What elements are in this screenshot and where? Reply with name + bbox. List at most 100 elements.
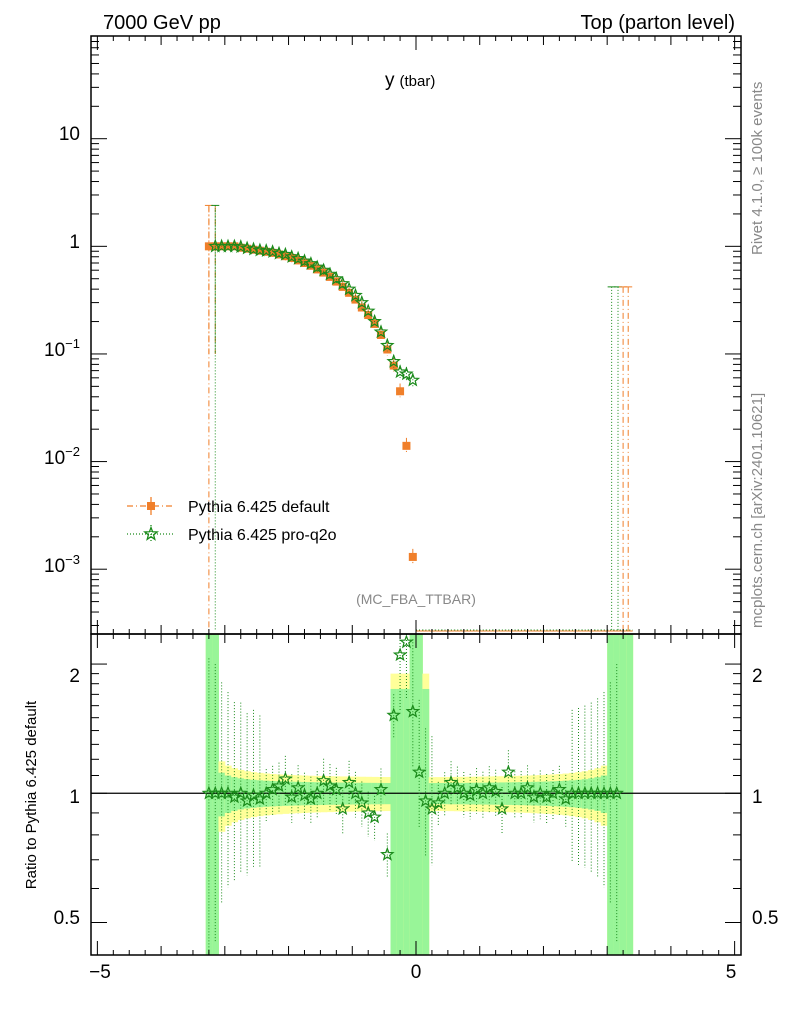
ratio-marker	[379, 846, 395, 861]
proq2o-marker	[341, 281, 357, 296]
analysis-label: (MC_FBA_TTBAR)	[356, 591, 476, 607]
proq2o-marker	[373, 324, 389, 339]
proq2o-marker	[290, 250, 306, 265]
ratio-band-stat-bin	[416, 634, 423, 955]
proq2o-marker	[386, 353, 402, 368]
ratio-marker	[418, 793, 433, 808]
ratio-marker	[233, 785, 249, 800]
ratio-ylabel: Ratio to Pythia 6.425 default	[23, 700, 40, 889]
ratio-marker	[271, 778, 287, 793]
legend-default-label: Pythia 6.425 default	[188, 499, 330, 516]
ratio-marker	[290, 780, 306, 794]
ratio-marker	[258, 785, 274, 800]
ratio-marker	[552, 781, 567, 796]
ratio-band-stat-bin	[613, 634, 621, 955]
ratio-marker	[354, 795, 370, 810]
ratio-marker	[488, 783, 504, 798]
proq2o-marker	[265, 244, 280, 258]
ratio-ytick-label-right-0.5: 0.5	[752, 908, 778, 929]
proq2o-marker	[354, 294, 370, 309]
ratio-marker	[533, 785, 548, 800]
ratio-marker	[278, 771, 293, 786]
proq2o-marker	[303, 255, 319, 270]
ratio-marker	[520, 780, 535, 794]
ratio-ytick-label-right-1: 1	[752, 787, 763, 808]
main-ytick-label-0.1: 10−1	[44, 336, 80, 361]
plot-title-sub: (tbar)	[400, 73, 436, 90]
proq2o-marker	[392, 364, 408, 379]
rivet-label: Rivet 4.1.0, ≥ 100k events	[749, 82, 766, 255]
ratio-marker	[341, 774, 357, 789]
ratio-band-stat-bin	[409, 634, 417, 955]
default-marker	[396, 387, 405, 396]
ratio-marker	[437, 785, 452, 800]
ratio-marker	[316, 773, 331, 787]
proq2o-marker	[360, 303, 376, 318]
ratio-marker	[450, 780, 465, 794]
ratio-ytick-label-2: 2	[69, 666, 80, 687]
proq2o-marker	[379, 337, 395, 352]
proq2o-marker	[284, 249, 300, 263]
ratio-marker	[335, 801, 351, 816]
default-marker	[249, 245, 258, 254]
legend-default-marker	[147, 502, 155, 510]
ratio-marker	[443, 774, 459, 789]
main-ytick-label-1: 1	[69, 232, 80, 253]
default-marker	[357, 303, 366, 312]
ratio-marker	[456, 785, 472, 800]
default-marker	[351, 295, 360, 304]
default-marker	[364, 311, 373, 320]
legend-entry-default: Pythia 6.425 default	[127, 497, 330, 516]
proq2o-marker	[367, 313, 382, 328]
axes-layer	[90, 35, 742, 956]
main-ytick-label-0.01: 10−2	[44, 444, 80, 469]
legend-proq2o-marker	[143, 525, 159, 541]
plot-title: y (tbar)	[385, 70, 435, 91]
legend-proq2o-label: Pythia 6.425 pro-q2o	[188, 527, 337, 544]
default-marker	[268, 248, 277, 257]
ratio-marker	[469, 781, 484, 796]
ratio-marker	[220, 785, 236, 800]
ratio-marker	[284, 789, 300, 804]
ratio-marker	[392, 647, 408, 662]
proq2o-marker	[239, 240, 255, 255]
proq2o-marker	[316, 262, 331, 277]
xtick-label-neg5: −5	[89, 962, 111, 983]
ratio-ytick-label-right-2: 2	[752, 666, 763, 687]
main-ytick-label-10: 10	[59, 124, 80, 145]
ratio-band-stat-bin	[237, 778, 245, 810]
ratio-marker	[399, 634, 414, 649]
default-marker	[236, 243, 245, 252]
ratio-band-stat-bin	[205, 634, 213, 955]
process-label: Top (parton level)	[580, 12, 735, 34]
ratio-band-stat-bin	[626, 634, 634, 955]
proq2o-marker	[399, 366, 414, 381]
ratio-marker	[494, 801, 510, 816]
default-marker	[389, 361, 398, 370]
legend: Pythia 6.425 default Pythia 6.425 pro-q2…	[127, 497, 337, 544]
proq2o-marker	[233, 239, 249, 254]
ratio-marker	[367, 809, 382, 824]
ratio-marker	[309, 785, 325, 800]
ratio-marker	[481, 780, 497, 794]
plot-title-main: y	[385, 70, 395, 91]
ratio-band-stat-bin	[607, 634, 615, 955]
proq2o-marker	[271, 245, 287, 260]
proq2o-marker	[258, 242, 274, 257]
ratio-marker	[411, 764, 427, 779]
ratio-marker	[246, 787, 261, 802]
proq2o-marker	[297, 253, 312, 268]
ratio-band-stat-bin	[594, 777, 602, 811]
ratio-marker	[322, 778, 338, 793]
ratio-marker	[329, 781, 344, 796]
ratio-band-stat-bin	[218, 772, 226, 817]
ratio-marker	[405, 703, 421, 718]
energy-label: 7000 GeV pp	[103, 12, 221, 34]
default-marker	[274, 250, 283, 259]
ratio-marker	[386, 707, 402, 722]
default-marker	[262, 247, 271, 256]
ratio-marker	[373, 781, 389, 796]
ratio-marker	[430, 795, 446, 810]
mcplots-label: mcplots.cern.ch [arXiv:2401.10621]	[749, 393, 766, 628]
proq2o-marker	[335, 275, 351, 290]
